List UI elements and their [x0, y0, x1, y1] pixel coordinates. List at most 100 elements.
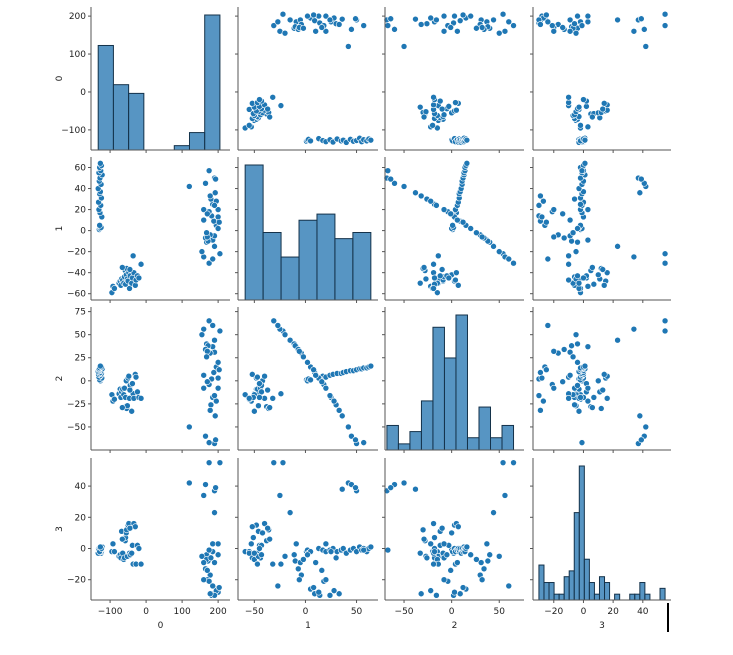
scatter-point [600, 281, 608, 289]
scatter-point [384, 167, 392, 174]
y-tick-label: 100 [69, 50, 86, 60]
scatter-point [412, 485, 419, 493]
scatter-point [286, 336, 294, 344]
scatter-point [495, 248, 503, 255]
hist-bar [553, 593, 560, 601]
x-tick-label: −20 [544, 607, 563, 617]
scatter-point [205, 167, 213, 174]
scatter-point [256, 96, 263, 103]
scatter-point [420, 113, 428, 121]
scatter-point [204, 378, 211, 386]
scatter-point [330, 397, 338, 405]
scatter-point [566, 16, 574, 24]
scatter-point [574, 382, 581, 389]
scatter-point [213, 397, 220, 405]
scatter-point [473, 24, 480, 32]
scatter-point [574, 238, 581, 246]
hist-bar [659, 587, 666, 601]
scatter-point [473, 229, 480, 237]
scatter-point [560, 234, 568, 242]
scatter-point [447, 567, 454, 574]
scatter-point [286, 509, 294, 516]
y-tick-label: −60 [67, 290, 86, 300]
scatter-point [559, 24, 566, 31]
scatter-point [630, 27, 638, 35]
scatter-point [614, 16, 621, 24]
y-tick-label: 40 [75, 185, 87, 195]
scatter-point [459, 11, 467, 19]
scatter-point [453, 106, 460, 114]
scatter-point [565, 260, 572, 268]
scatter-point [387, 15, 395, 23]
y-tick-label: −20 [67, 576, 86, 586]
scatter-point [200, 384, 208, 392]
scatter-point [209, 322, 217, 329]
scatter-point [269, 93, 277, 101]
x-tick-label: −100 [98, 607, 123, 617]
hist-bar [432, 326, 445, 451]
scatter-point [326, 16, 334, 24]
scatter-point [574, 272, 581, 280]
scatter-point [559, 210, 566, 218]
scatter-point [256, 394, 263, 401]
x-tick-label: 50 [494, 607, 506, 617]
panel-2-0: −50 −25 0 25 50 75 [67, 307, 230, 453]
scatter-point [459, 218, 467, 226]
y-tick-label: 0 [80, 545, 86, 555]
scatter-point [417, 21, 425, 28]
scatter-point [318, 378, 326, 386]
scatter-point [204, 567, 211, 574]
scatter-point [119, 264, 126, 271]
scatter-point [638, 175, 645, 183]
y-tick-label: −50 [67, 423, 86, 433]
scatter-point [431, 548, 438, 555]
scatter-point [636, 412, 644, 420]
y-axis-label: 1 [55, 226, 65, 232]
hist-bar [538, 564, 545, 601]
scatter-point [505, 255, 513, 263]
scatter-point [300, 556, 307, 563]
scatter-point [391, 179, 398, 187]
scatter-point [543, 366, 550, 374]
scatter-point [438, 524, 446, 532]
scatter-point [212, 175, 219, 183]
scatter-point [456, 17, 464, 24]
scatter-point [241, 391, 249, 398]
scatter-point [261, 520, 268, 527]
scatter-point [636, 189, 644, 197]
scatter-point [565, 276, 572, 284]
scatter-point [367, 543, 375, 551]
scatter-point [599, 105, 607, 113]
scatter-point [198, 553, 206, 560]
panel-0-3 [530, 7, 671, 153]
scatter-point [438, 105, 446, 113]
scatter-point [348, 26, 355, 33]
scatter-point [537, 407, 544, 414]
scatter-point [202, 179, 209, 187]
scatter-point [433, 16, 440, 24]
hist-bar [397, 443, 411, 451]
scatter-point [427, 197, 434, 205]
scatter-point [322, 540, 330, 548]
scatter-point [495, 553, 503, 560]
scatter-point [440, 576, 448, 584]
hist-bar [409, 431, 422, 451]
scatter-point [281, 553, 289, 560]
y-tick-label: −40 [67, 269, 86, 279]
scatter-point [571, 195, 578, 203]
scatter-point [345, 43, 352, 50]
scatter-point [455, 523, 462, 530]
scatter-point [427, 587, 434, 594]
scatter-point [212, 484, 219, 491]
scatter-point [581, 160, 589, 167]
scatter-point [307, 137, 314, 145]
hist-bar [262, 232, 282, 301]
scatter-point [550, 206, 558, 213]
scatter-point [429, 122, 436, 129]
scatter-point [312, 559, 319, 566]
scatter-point [307, 376, 314, 384]
scatter-point [258, 551, 265, 559]
scatter-point [568, 342, 575, 350]
scatter-point [279, 459, 287, 466]
scatter-point [630, 253, 638, 261]
